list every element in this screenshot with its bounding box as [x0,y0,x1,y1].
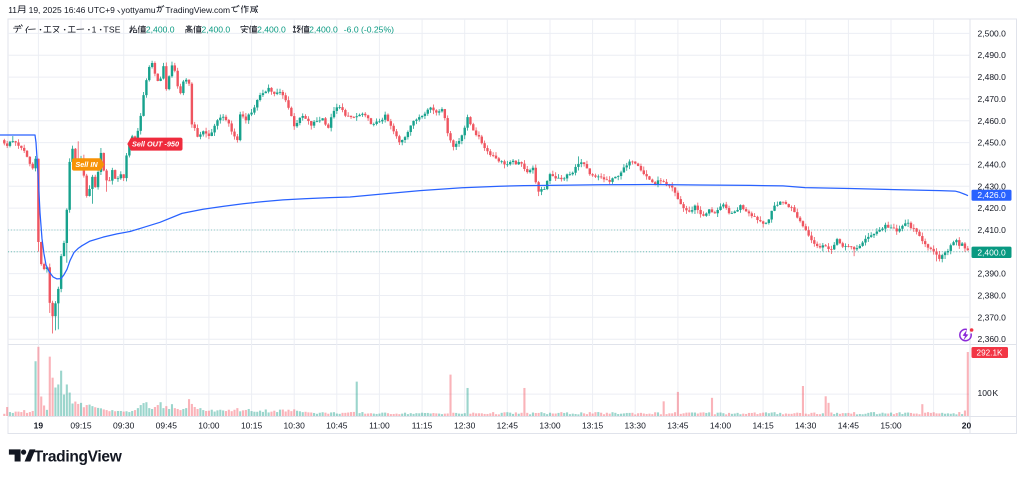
svg-text:Sell OUT -950: Sell OUT -950 [132,140,179,149]
svg-text:2,370.0: 2,370.0 [978,312,1007,322]
svg-text:13:00: 13:00 [539,421,561,431]
svg-text:11:00: 11:00 [369,421,390,431]
svg-text:2,360.0: 2,360.0 [978,334,1007,344]
svg-text:2,426.0: 2,426.0 [977,190,1006,200]
svg-text:12:30: 12:30 [454,421,476,431]
svg-text:19: 19 [34,421,44,431]
svg-text:14:15: 14:15 [752,421,774,431]
svg-text:10:45: 10:45 [326,421,348,431]
svg-text:yottyamu: yottyamu [121,5,156,15]
svg-text:14:30: 14:30 [795,421,817,431]
svg-text:09:45: 09:45 [156,421,178,431]
svg-text:2,400.0: 2,400.0 [202,25,231,35]
svg-text:13:15: 13:15 [582,421,604,431]
svg-text:2,410.0: 2,410.0 [978,225,1007,235]
svg-text:2,400.0: 2,400.0 [309,25,338,35]
svg-text:14:45: 14:45 [838,421,860,431]
svg-text:2,430.0: 2,430.0 [978,181,1007,191]
svg-text:10:15: 10:15 [241,421,263,431]
svg-text:13:45: 13:45 [667,421,689,431]
svg-text:2,390.0: 2,390.0 [978,269,1007,279]
svg-text:2,420.0: 2,420.0 [978,203,1007,213]
svg-text:2,400.0: 2,400.0 [257,25,286,35]
svg-text:09:15: 09:15 [70,421,92,431]
svg-text:2,400.0: 2,400.0 [977,247,1006,257]
svg-text:20: 20 [962,421,972,431]
svg-text:Sell IN: Sell IN [75,160,98,169]
svg-text:10:30: 10:30 [284,421,306,431]
svg-text:100: 100 [978,388,992,398]
svg-text:292.1K: 292.1K [977,349,1003,358]
svg-text:TSE: TSE [103,25,120,35]
svg-text:2,450.0: 2,450.0 [978,138,1007,148]
svg-text:K: K [993,388,999,398]
svg-text:TradingView.com: TradingView.com [165,5,230,15]
svg-text:2,460.0: 2,460.0 [978,116,1007,126]
svg-text:1: 1 [92,25,97,35]
svg-text:09:30: 09:30 [113,421,135,431]
svg-text:11:15: 11:15 [412,421,433,431]
svg-text:-6.0 (-0.25%): -6.0 (-0.25%) [344,25,394,35]
svg-text:15:00: 15:00 [880,421,902,431]
svg-text:2,480.0: 2,480.0 [978,72,1007,82]
svg-text:2,490.0: 2,490.0 [978,50,1007,60]
svg-text:2,440.0: 2,440.0 [978,159,1007,169]
svg-text:10:00: 10:00 [198,421,220,431]
svg-text:13:30: 13:30 [625,421,647,431]
svg-text:2,400.0: 2,400.0 [146,25,175,35]
svg-text:14:00: 14:00 [710,421,732,431]
svg-text:2,500.0: 2,500.0 [978,28,1007,38]
svg-text:2,380.0: 2,380.0 [978,291,1007,301]
svg-text:TradingView: TradingView [34,449,123,466]
svg-text:11: 11 [8,5,17,15]
svg-text:19, 2025 16:46 UTC+9: 19, 2025 16:46 UTC+9 [29,5,116,15]
svg-text:2,470.0: 2,470.0 [978,94,1007,104]
svg-text:12:45: 12:45 [497,421,519,431]
